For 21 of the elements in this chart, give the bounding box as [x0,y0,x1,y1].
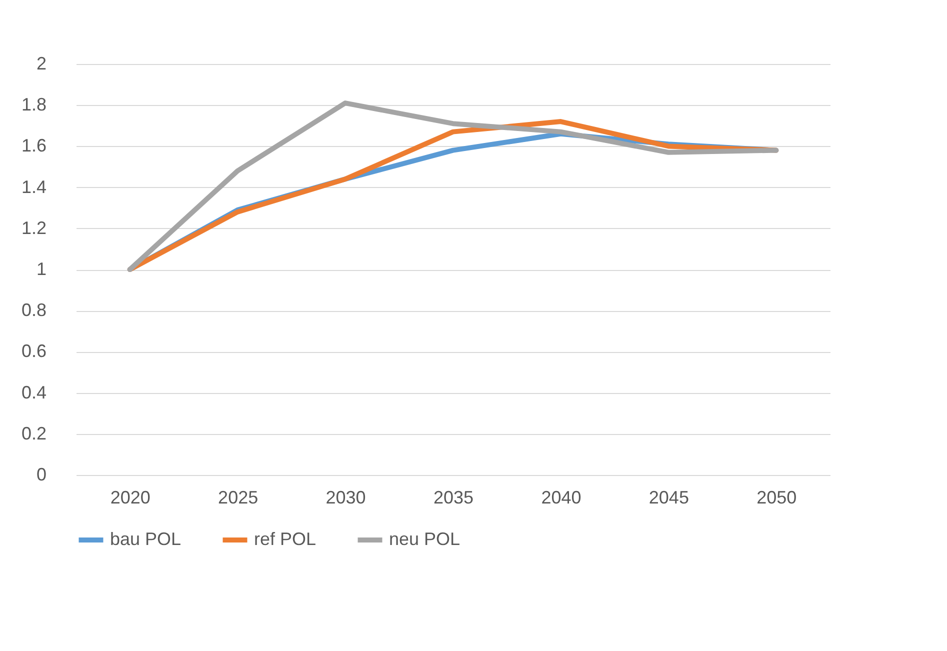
x-tick-label: 2040 [541,488,582,508]
y-tick-label: 0.6 [21,341,46,362]
x-tick-label: 2035 [433,488,474,508]
y-tick-label: 1.4 [21,176,46,197]
legend-label: bau POL [110,529,182,549]
y-tick-label: 1.2 [21,218,46,238]
legend-label: neu POL [389,529,460,549]
y-tick-label: 0 [36,464,46,484]
x-tick-label: 2025 [218,488,258,508]
x-tick-label: 2050 [756,488,797,508]
x-tick-label: 2030 [326,488,366,508]
x-tick-label: 2045 [648,488,689,508]
y-tick-label: 1.6 [21,136,46,156]
legend-label: ref POL [254,529,316,549]
y-tick-label: 1.8 [21,94,46,115]
y-tick-label: 0.2 [21,423,46,444]
y-tick-label: 0.8 [21,300,46,320]
y-tick-label: 0.4 [21,382,46,402]
y-tick-label: 2 [36,54,46,74]
y-tick-label: 1 [36,259,46,279]
x-tick-label: 2020 [110,488,150,508]
